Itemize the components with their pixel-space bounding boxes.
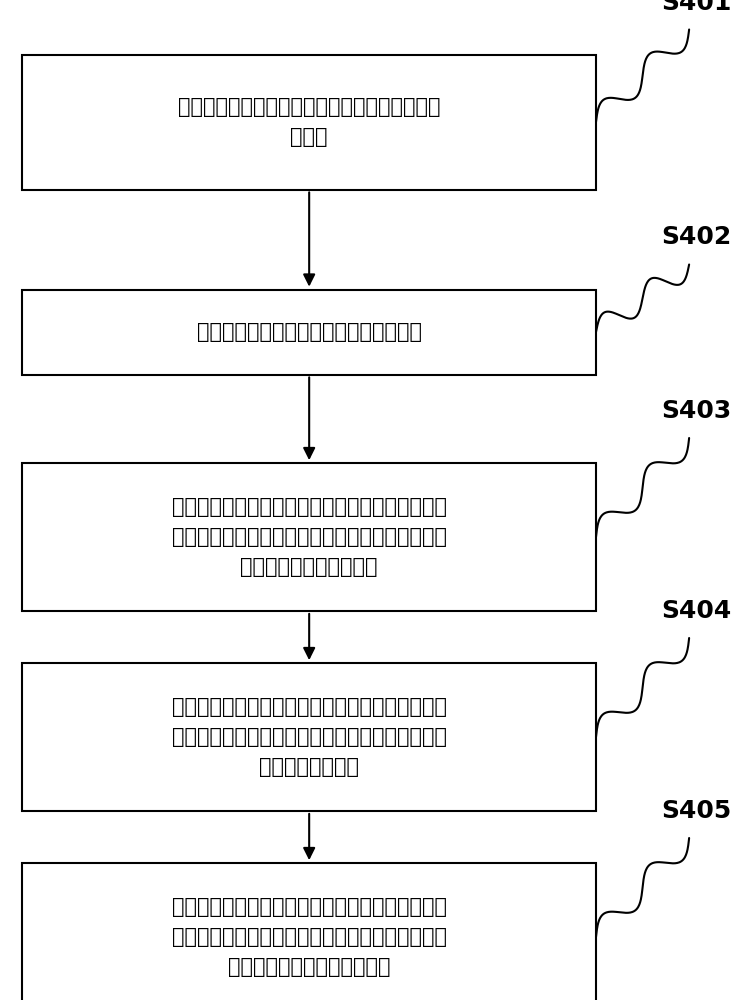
Bar [22,663,596,811]
Text: 在多晶硅锭生长炉内的容器底部铺设籽晶，形成
籽晶层: 在多晶硅锭生长炉内的容器底部铺设籽晶，形成 籽晶层 [178,97,440,147]
Text: S403: S403 [662,399,732,423]
Bar [22,290,596,374]
Text: S405: S405 [662,799,732,823]
Text: S401: S401 [662,0,732,14]
Text: 对所述容器进行加热，熔化所述硅原料和部分所述
籽晶层，以形成液体层，至少保持与所述容器底部
接触的部分籽晶层为固态: 对所述容器进行加热，熔化所述硅原料和部分所述 籽晶层，以形成液体层，至少保持与所… [171,497,447,577]
Text: 控制所述多晶硅锭生长炉内的热场，对所述液体层
进行结晶形成结晶层，以使固液界面向远离所述容
器底部的方向移动: 控制所述多晶硅锭生长炉内的热场，对所述液体层 进行结晶形成结晶层，以使固液界面向… [171,697,447,777]
Text: 将固态的硅原料装载到所述籽晶层的上方: 将固态的硅原料装载到所述籽晶层的上方 [197,322,422,342]
Text: S404: S404 [662,599,732,623]
Bar [22,463,596,611]
Text: S402: S402 [662,226,732,249]
Bar [22,863,596,1000]
Text: 所述固液界面向远离所述容器底部的方向移动相应
距离后，进入回熔结晶过程，至少执行一次所述回
熔结晶过程后，得到多晶硅锭: 所述固液界面向远离所述容器底部的方向移动相应 距离后，进入回熔结晶过程，至少执行… [171,897,447,977]
Bar [22,54,596,190]
